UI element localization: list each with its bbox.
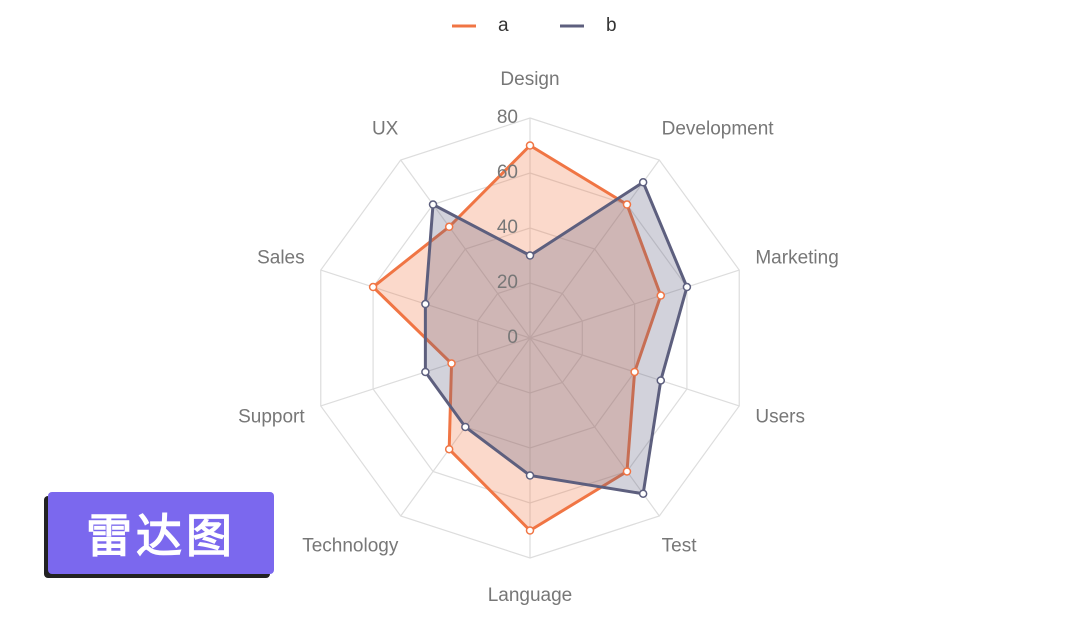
legend-label: b xyxy=(606,15,617,36)
axis-label: Marketing xyxy=(755,247,838,268)
axis-label: Test xyxy=(662,536,698,557)
data-point xyxy=(428,200,438,209)
legend-label: a xyxy=(498,15,509,36)
data-point xyxy=(525,251,535,260)
data-point xyxy=(622,467,632,476)
axis-spoke xyxy=(529,159,660,339)
axis-label: Users xyxy=(755,407,805,428)
axis-label: Design xyxy=(500,69,559,90)
data-point xyxy=(638,489,648,498)
r-tick-label: 60 xyxy=(497,162,518,183)
axis-label: UX xyxy=(372,118,399,139)
r-tick-label: 40 xyxy=(497,217,518,238)
data-point xyxy=(444,222,454,232)
data-point xyxy=(444,444,454,454)
data-point xyxy=(525,471,535,480)
data-point xyxy=(525,526,535,535)
data-point xyxy=(656,291,666,300)
axis-spoke xyxy=(529,337,660,517)
r-tick-label: 0 xyxy=(507,327,518,348)
data-point xyxy=(622,200,632,209)
axis-label: Sales xyxy=(257,247,305,268)
data-point xyxy=(421,299,430,309)
data-point xyxy=(368,282,378,292)
r-tick-label: 20 xyxy=(497,272,518,293)
data-point xyxy=(447,359,456,368)
data-point xyxy=(656,376,666,385)
data-point xyxy=(630,367,639,377)
axis-label: Development xyxy=(662,118,775,139)
data-point xyxy=(421,367,430,377)
axis-spoke xyxy=(400,159,531,339)
axis-label: Support xyxy=(238,407,305,428)
data-point xyxy=(638,178,648,187)
data-point xyxy=(525,141,535,150)
r-tick-label: 80 xyxy=(497,107,518,128)
axis-label: Language xyxy=(488,585,573,606)
axis-spoke xyxy=(529,269,740,339)
badge: 雷达图 xyxy=(48,492,274,574)
data-point xyxy=(682,282,692,292)
data-point xyxy=(461,422,470,432)
axis-label: Technology xyxy=(302,536,399,557)
